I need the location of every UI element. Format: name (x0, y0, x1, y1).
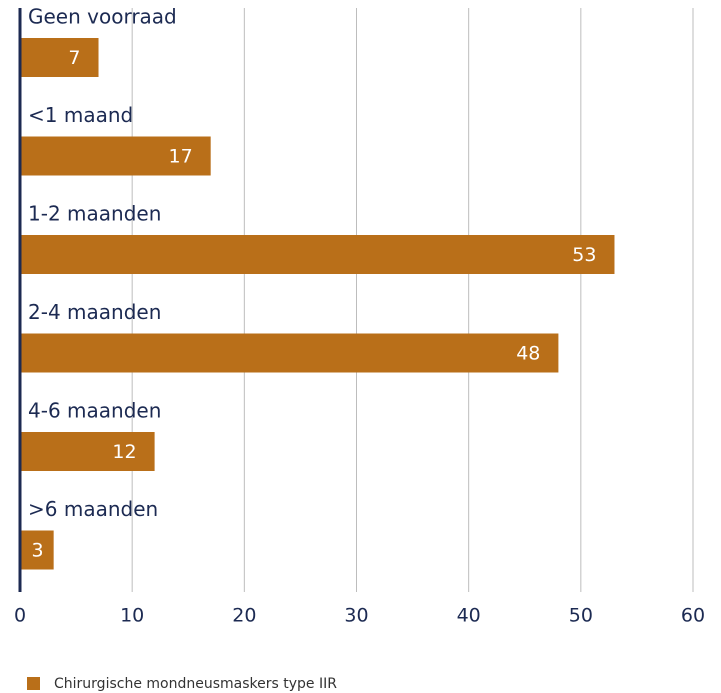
category-label: 1-2 maanden (28, 202, 161, 226)
value-label: 12 (112, 441, 136, 463)
x-tick-label: 30 (344, 605, 368, 627)
category-label: 2-4 maanden (28, 300, 161, 324)
category-label: >6 maanden (28, 497, 158, 521)
x-tick-label: 60 (681, 605, 705, 627)
bar (20, 333, 559, 373)
value-label: 53 (572, 244, 596, 266)
x-tick-label: 0 (14, 605, 26, 627)
bar (20, 136, 211, 176)
value-label: 3 (31, 540, 43, 562)
x-tick-label: 20 (232, 605, 256, 627)
legend-label: Chirurgische mondneusmaskers type IIR (54, 676, 337, 692)
bar (20, 235, 615, 274)
value-label: 48 (516, 343, 540, 365)
category-label: Geen voorraad (28, 5, 177, 29)
value-label: 17 (168, 146, 192, 168)
x-tick-label: 50 (569, 605, 593, 627)
x-tick-label: 10 (120, 605, 144, 627)
legend-swatch (27, 677, 40, 690)
bar (20, 530, 54, 570)
category-label: <1 maand (28, 103, 133, 127)
value-label: 7 (68, 47, 80, 69)
x-tick-label: 40 (457, 605, 481, 627)
bar (20, 432, 155, 471)
bar (20, 38, 99, 77)
category-label: 4-6 maanden (28, 399, 161, 423)
